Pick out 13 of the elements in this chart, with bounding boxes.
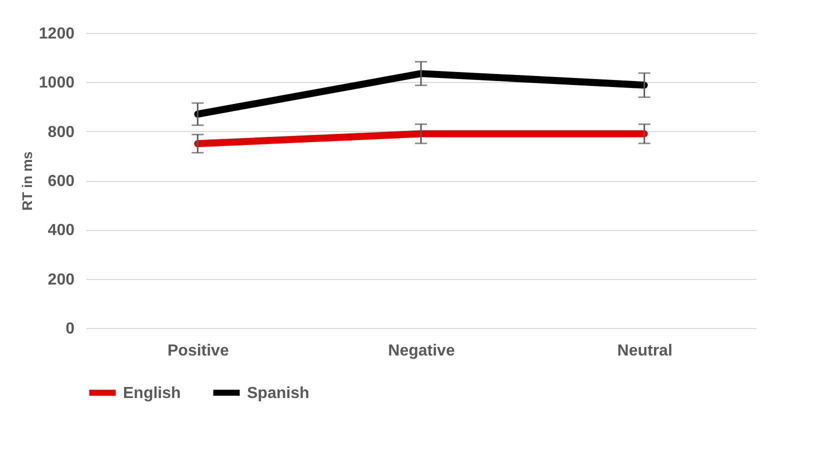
x-tick-label: Positive: [167, 342, 229, 360]
y-tick-label: 0: [66, 320, 75, 338]
y-tick-label: 800: [48, 124, 75, 141]
y-tick-label: 1200: [38, 26, 75, 42]
x-tick-label: Neutral: [617, 342, 672, 360]
y-axis-title: RT in ms: [18, 151, 35, 211]
y-tick-label: 600: [48, 173, 75, 190]
x-tick-label: Negative: [388, 342, 455, 360]
y-tick-label: 1000: [38, 74, 75, 92]
y-tick-label: 400: [48, 222, 75, 240]
y-tick-label: 200: [48, 271, 75, 288]
legend-label: Spanish: [247, 384, 310, 402]
legend-label: English: [123, 384, 181, 402]
